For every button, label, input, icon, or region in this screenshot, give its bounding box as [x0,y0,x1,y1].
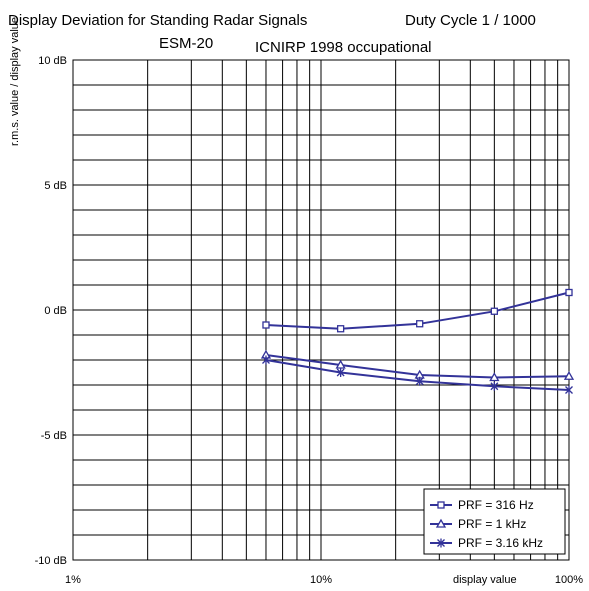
data-point-star [490,381,499,391]
x-tick-label: 10% [310,574,332,586]
data-point-star [262,355,270,365]
data-point-square [416,320,424,328]
legend-marker-star [437,538,445,548]
data-point-triangle [489,372,500,382]
series-group [260,288,575,395]
series-triangle [260,349,575,382]
chart-subtitle-device: ESM-20 [159,35,213,52]
y-axis-label: r.m.s. value / display value [9,17,21,146]
data-point-square [565,288,573,297]
legend-item: PRF = 3.16 kHz [430,536,543,550]
data-point-star [336,368,345,377]
legend-label: PRF = 3.16 kHz [458,536,543,550]
tick-labels: 10 dB 5 dB 0 dB -5 dB -10 dB 1% 10% 100% [35,55,584,586]
y-tick-label: -5 dB [41,430,67,442]
x-tick-label: 100% [555,574,583,586]
legend-marker-square [437,501,445,509]
y-tick-label: 5 dB [44,180,67,192]
y-tick-label: 10 dB [38,55,67,67]
legend: PRF = 316 Hz PRF = 1 kHz PRF = 3.16 kHz [423,488,566,555]
chart-title: Display Deviation for Standing Radar Sig… [8,12,307,29]
series-star [262,355,573,395]
chart-title-duty-cycle: Duty Cycle 1 / 1000 [405,12,536,29]
legend-marker-triangle [435,518,447,528]
x-axis-label: display value [453,574,517,586]
plot-area-frame [72,59,570,561]
legend-label: PRF = 1 kHz [458,517,526,531]
series-square [262,288,573,333]
data-point-square [490,307,498,315]
data-point-star [565,385,573,395]
x-tick-label: 1% [65,574,81,586]
y-tick-label: -10 dB [35,555,67,567]
data-point-square [262,321,270,329]
legend-item: PRF = 1 kHz [430,517,526,531]
data-point-star [415,376,424,386]
legend-item: PRF = 316 Hz [430,498,534,512]
data-point-square [336,325,345,333]
data-point-triangle [563,370,575,380]
legend-label: PRF = 316 Hz [458,498,534,512]
chart-subtitle-standard: ICNIRP 1998 occupational [255,39,432,56]
y-tick-label: 0 dB [44,305,67,317]
